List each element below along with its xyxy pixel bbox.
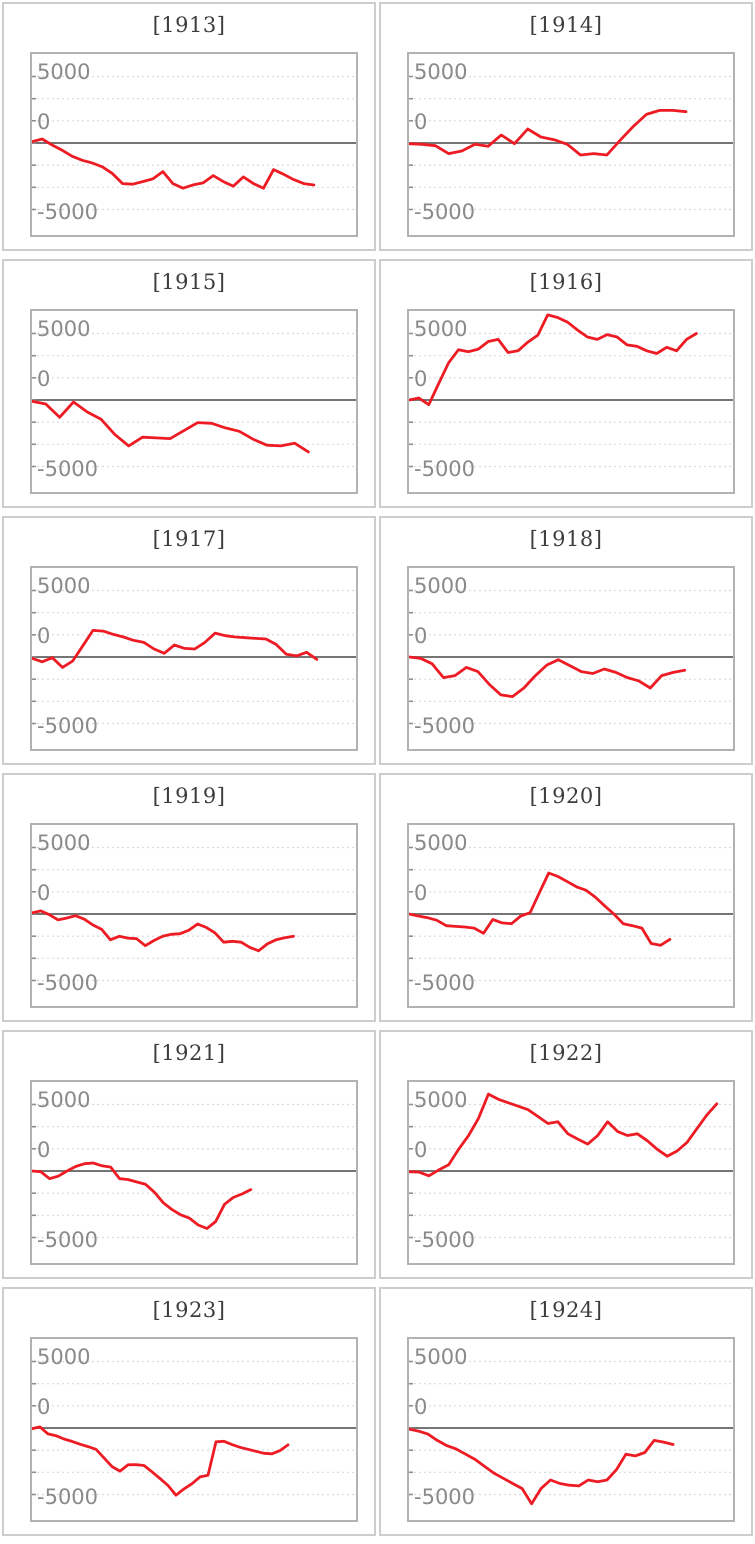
chart-panel-1916: [1916] 5000 0 -5000 bbox=[379, 259, 753, 508]
line-chart bbox=[32, 1103, 356, 1239]
plot-area: 5000 0 -5000 bbox=[407, 309, 735, 494]
y-tick-label-minus5000: -5000 bbox=[37, 200, 99, 224]
y-tick-label-0: 0 bbox=[37, 624, 51, 648]
chart-panel-1924: [1924] 5000 0 -5000 bbox=[379, 1287, 753, 1536]
y-tick-label-5000: 5000 bbox=[37, 1088, 91, 1112]
y-tick-label-0: 0 bbox=[37, 110, 51, 134]
y-tick-label-5000: 5000 bbox=[37, 60, 91, 84]
y-tick-label-5000: 5000 bbox=[414, 60, 468, 84]
y-tick-label-5000: 5000 bbox=[37, 574, 91, 598]
chart-title: [1918] bbox=[529, 527, 603, 551]
y-tick-label-minus5000: -5000 bbox=[414, 1228, 476, 1252]
chart-panel-1919: [1919] 5000 0 -5000 bbox=[2, 773, 376, 1022]
line-chart bbox=[409, 313, 733, 468]
chart-panel-1921: [1921] 5000 0 -5000 bbox=[2, 1030, 376, 1279]
chart-panel-1918: [1918] 5000 0 -5000 bbox=[379, 516, 753, 765]
y-tick-label-0: 0 bbox=[414, 367, 428, 391]
y-tick-label-5000: 5000 bbox=[37, 831, 91, 855]
chart-panel-1913: [1913] 5000 0 -5000 bbox=[2, 2, 376, 251]
y-tick-label-0: 0 bbox=[414, 1138, 428, 1162]
y-tick-label-0: 0 bbox=[414, 110, 428, 134]
y-tick-label-0: 0 bbox=[37, 1395, 51, 1419]
plot-area: 5000 0 -5000 bbox=[407, 1080, 735, 1265]
plot-area: 5000 0 -5000 bbox=[407, 823, 735, 1008]
chart-title: [1915] bbox=[152, 270, 226, 294]
y-tick-label-minus5000: -5000 bbox=[414, 1485, 476, 1509]
y-tick-label-minus5000: -5000 bbox=[37, 457, 99, 481]
chart-title: [1919] bbox=[152, 784, 226, 808]
y-tick-label-0: 0 bbox=[414, 624, 428, 648]
y-tick-label-5000: 5000 bbox=[37, 317, 91, 341]
plot-area: 5000 0 -5000 bbox=[30, 1337, 358, 1522]
line-chart bbox=[409, 846, 733, 982]
plot-area: 5000 0 -5000 bbox=[30, 52, 358, 237]
y-tick-label-0: 0 bbox=[37, 367, 51, 391]
plot-area: 5000 0 -5000 bbox=[30, 566, 358, 751]
chart-title: [1922] bbox=[529, 1041, 603, 1065]
y-tick-label-5000: 5000 bbox=[414, 574, 468, 598]
line-chart bbox=[32, 1360, 356, 1497]
line-chart bbox=[409, 1092, 733, 1239]
y-tick-label-5000: 5000 bbox=[414, 831, 468, 855]
chart-title: [1924] bbox=[529, 1298, 603, 1322]
y-tick-label-minus5000: -5000 bbox=[37, 714, 99, 738]
line-chart bbox=[32, 846, 356, 982]
y-tick-label-minus5000: -5000 bbox=[37, 1485, 99, 1509]
plot-area: 5000 0 -5000 bbox=[407, 566, 735, 751]
y-tick-label-minus5000: -5000 bbox=[37, 1228, 99, 1252]
line-chart bbox=[32, 332, 356, 468]
chart-title: [1913] bbox=[152, 13, 226, 37]
chart-panel-1917: [1917] 5000 0 -5000 bbox=[2, 516, 376, 765]
y-tick-label-minus5000: -5000 bbox=[414, 200, 476, 224]
plot-area: 5000 0 -5000 bbox=[407, 52, 735, 237]
plot-area: 5000 0 -5000 bbox=[407, 1337, 735, 1522]
line-chart bbox=[32, 75, 356, 211]
chart-title: [1917] bbox=[152, 527, 226, 551]
y-tick-label-minus5000: -5000 bbox=[414, 457, 476, 481]
y-tick-label-5000: 5000 bbox=[37, 1345, 91, 1369]
y-tick-label-0: 0 bbox=[37, 881, 51, 905]
chart-title: [1921] bbox=[152, 1041, 226, 1065]
plot-area: 5000 0 -5000 bbox=[30, 1080, 358, 1265]
y-tick-label-0: 0 bbox=[414, 881, 428, 905]
line-chart bbox=[32, 589, 356, 725]
y-tick-label-minus5000: -5000 bbox=[37, 971, 99, 995]
y-tick-label-0: 0 bbox=[37, 1138, 51, 1162]
chart-title: [1923] bbox=[152, 1298, 226, 1322]
chart-title: [1916] bbox=[529, 270, 603, 294]
y-tick-label-minus5000: -5000 bbox=[414, 714, 476, 738]
line-chart bbox=[409, 75, 733, 211]
line-chart bbox=[409, 1360, 733, 1506]
y-tick-label-5000: 5000 bbox=[414, 1345, 468, 1369]
y-tick-label-5000: 5000 bbox=[414, 1088, 468, 1112]
chart-title: [1914] bbox=[529, 13, 603, 37]
chart-panel-1915: [1915] 5000 0 -5000 bbox=[2, 259, 376, 508]
line-chart bbox=[409, 589, 733, 725]
chart-panel-1922: [1922] 5000 0 -5000 bbox=[379, 1030, 753, 1279]
y-tick-label-5000: 5000 bbox=[414, 317, 468, 341]
chart-panel-1920: [1920] 5000 0 -5000 bbox=[379, 773, 753, 1022]
y-tick-label-minus5000: -5000 bbox=[414, 971, 476, 995]
plot-area: 5000 0 -5000 bbox=[30, 309, 358, 494]
plot-area: 5000 0 -5000 bbox=[30, 823, 358, 1008]
chart-panel-1914: [1914] 5000 0 -5000 bbox=[379, 2, 753, 251]
y-tick-label-0: 0 bbox=[414, 1395, 428, 1419]
chart-title: [1920] bbox=[529, 784, 603, 808]
chart-panel-1923: [1923] 5000 0 -5000 bbox=[2, 1287, 376, 1536]
